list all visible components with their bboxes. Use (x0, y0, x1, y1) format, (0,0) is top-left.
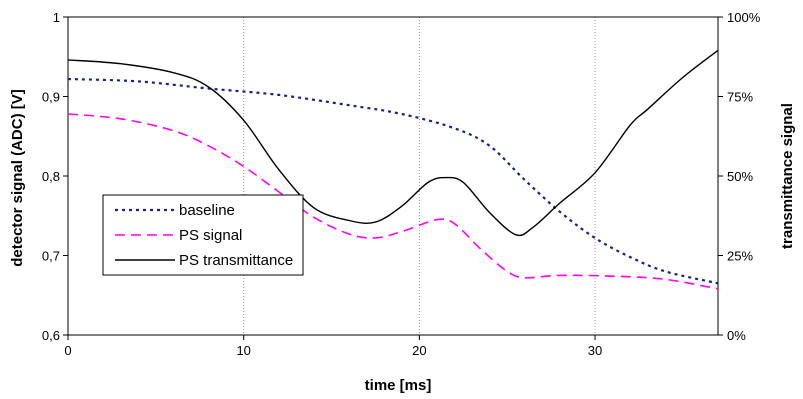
legend: baseline PS signal PS transmittance (102, 194, 304, 276)
x-tick-label-0: 0 (64, 343, 71, 358)
x-tick-label-1: 10 (236, 343, 250, 358)
y2-axis-title: transmittance signal (779, 103, 796, 249)
y-axis-title: detector signal (ADC) [V] (9, 89, 26, 267)
series-line-baseline (67, 77, 719, 285)
grid (243, 17, 596, 335)
y-tick-label-1: 0,7 (42, 249, 60, 264)
legend-label-2: PS transmittance (179, 252, 293, 269)
y2-tick-label-2: 50% (727, 169, 753, 184)
y-tick-label-4: 1 (53, 10, 60, 25)
tick-labels: 0 10 20 30 0,6 0,7 0,8 0,9 1 0% 25% 50% 75% 100% (42, 10, 761, 358)
y-tick-label-3: 0,9 (42, 90, 60, 105)
y2-tick-label-1: 25% (727, 249, 753, 264)
axes (63, 16, 723, 340)
series-lines (67, 49, 719, 290)
y-tick-label-0: 0,6 (42, 328, 60, 343)
y2-tick-label-4: 100% (727, 10, 761, 25)
y2-tick-label-0: 0% (727, 328, 746, 343)
y-tick-label-2: 0,8 (42, 169, 60, 184)
x-tick-label-3: 30 (588, 343, 602, 358)
x-tick-label-2: 20 (412, 343, 426, 358)
plot-frame (67, 16, 719, 336)
legend-label-1: PS signal (179, 227, 242, 244)
x-axis-title: time [ms] (365, 377, 432, 394)
series-line-ps-signal (67, 113, 719, 290)
y2-tick-label-3: 75% (727, 90, 753, 105)
legend-label-0: baseline (179, 202, 235, 219)
series-line-ps-transmittance (67, 49, 719, 237)
